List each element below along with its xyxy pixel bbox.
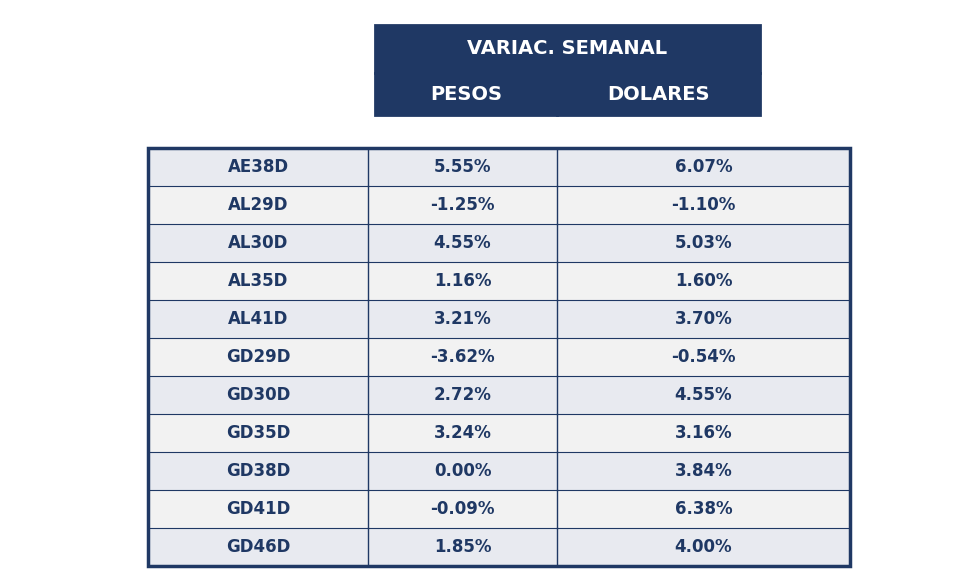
Text: 3.24%: 3.24%	[433, 424, 491, 442]
Bar	[557, 73, 760, 115]
Bar	[148, 414, 850, 452]
Bar	[148, 224, 850, 262]
Text: 2.72%: 2.72%	[433, 386, 491, 404]
Text: DOLARES: DOLARES	[608, 85, 710, 103]
Text: AL30D: AL30D	[227, 234, 288, 252]
Bar	[375, 73, 557, 115]
Text: 3.70%: 3.70%	[674, 310, 732, 328]
Text: 3.21%: 3.21%	[433, 310, 491, 328]
Bar	[148, 490, 850, 528]
Text: GD30D: GD30D	[225, 386, 290, 404]
Text: GD38D: GD38D	[225, 462, 290, 480]
Text: 1.85%: 1.85%	[434, 538, 491, 556]
Text: AL41D: AL41D	[227, 310, 288, 328]
Text: AL29D: AL29D	[227, 196, 288, 214]
Text: 4.55%: 4.55%	[434, 234, 491, 252]
Text: 3.16%: 3.16%	[674, 424, 732, 442]
Bar	[148, 376, 850, 414]
Text: 1.16%: 1.16%	[434, 272, 491, 290]
Text: 3.84%: 3.84%	[674, 462, 732, 480]
Text: AE38D: AE38D	[227, 158, 288, 176]
Text: 1.60%: 1.60%	[675, 272, 732, 290]
Bar	[148, 186, 850, 224]
Bar	[148, 148, 850, 566]
Text: -0.54%: -0.54%	[671, 348, 736, 366]
Text: 4.55%: 4.55%	[674, 386, 732, 404]
Text: GD41D: GD41D	[225, 500, 290, 518]
Text: 5.55%: 5.55%	[434, 158, 491, 176]
Bar	[148, 262, 850, 300]
Text: -3.62%: -3.62%	[430, 348, 495, 366]
Text: PESOS: PESOS	[430, 85, 502, 103]
Text: -1.10%: -1.10%	[671, 196, 736, 214]
Text: GD35D: GD35D	[225, 424, 290, 442]
Text: 6.07%: 6.07%	[674, 158, 732, 176]
Text: 5.03%: 5.03%	[674, 234, 732, 252]
Text: GD46D: GD46D	[225, 538, 290, 556]
Bar	[148, 148, 850, 186]
Text: -1.25%: -1.25%	[430, 196, 495, 214]
Bar	[148, 452, 850, 490]
Text: AL35D: AL35D	[227, 272, 288, 290]
Text: 0.00%: 0.00%	[434, 462, 491, 480]
Bar	[148, 338, 850, 376]
Text: 4.00%: 4.00%	[674, 538, 732, 556]
Bar	[148, 300, 850, 338]
Text: VARIAC. SEMANAL: VARIAC. SEMANAL	[467, 40, 667, 58]
Text: -0.09%: -0.09%	[430, 500, 495, 518]
Text: GD29D: GD29D	[225, 348, 290, 366]
Bar	[148, 528, 850, 566]
Bar	[375, 25, 760, 73]
Text: 6.38%: 6.38%	[674, 500, 732, 518]
